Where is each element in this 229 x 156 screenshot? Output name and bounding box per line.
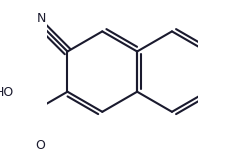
Text: O: O — [36, 139, 46, 152]
Text: HO: HO — [0, 86, 14, 99]
Text: N: N — [37, 12, 46, 25]
